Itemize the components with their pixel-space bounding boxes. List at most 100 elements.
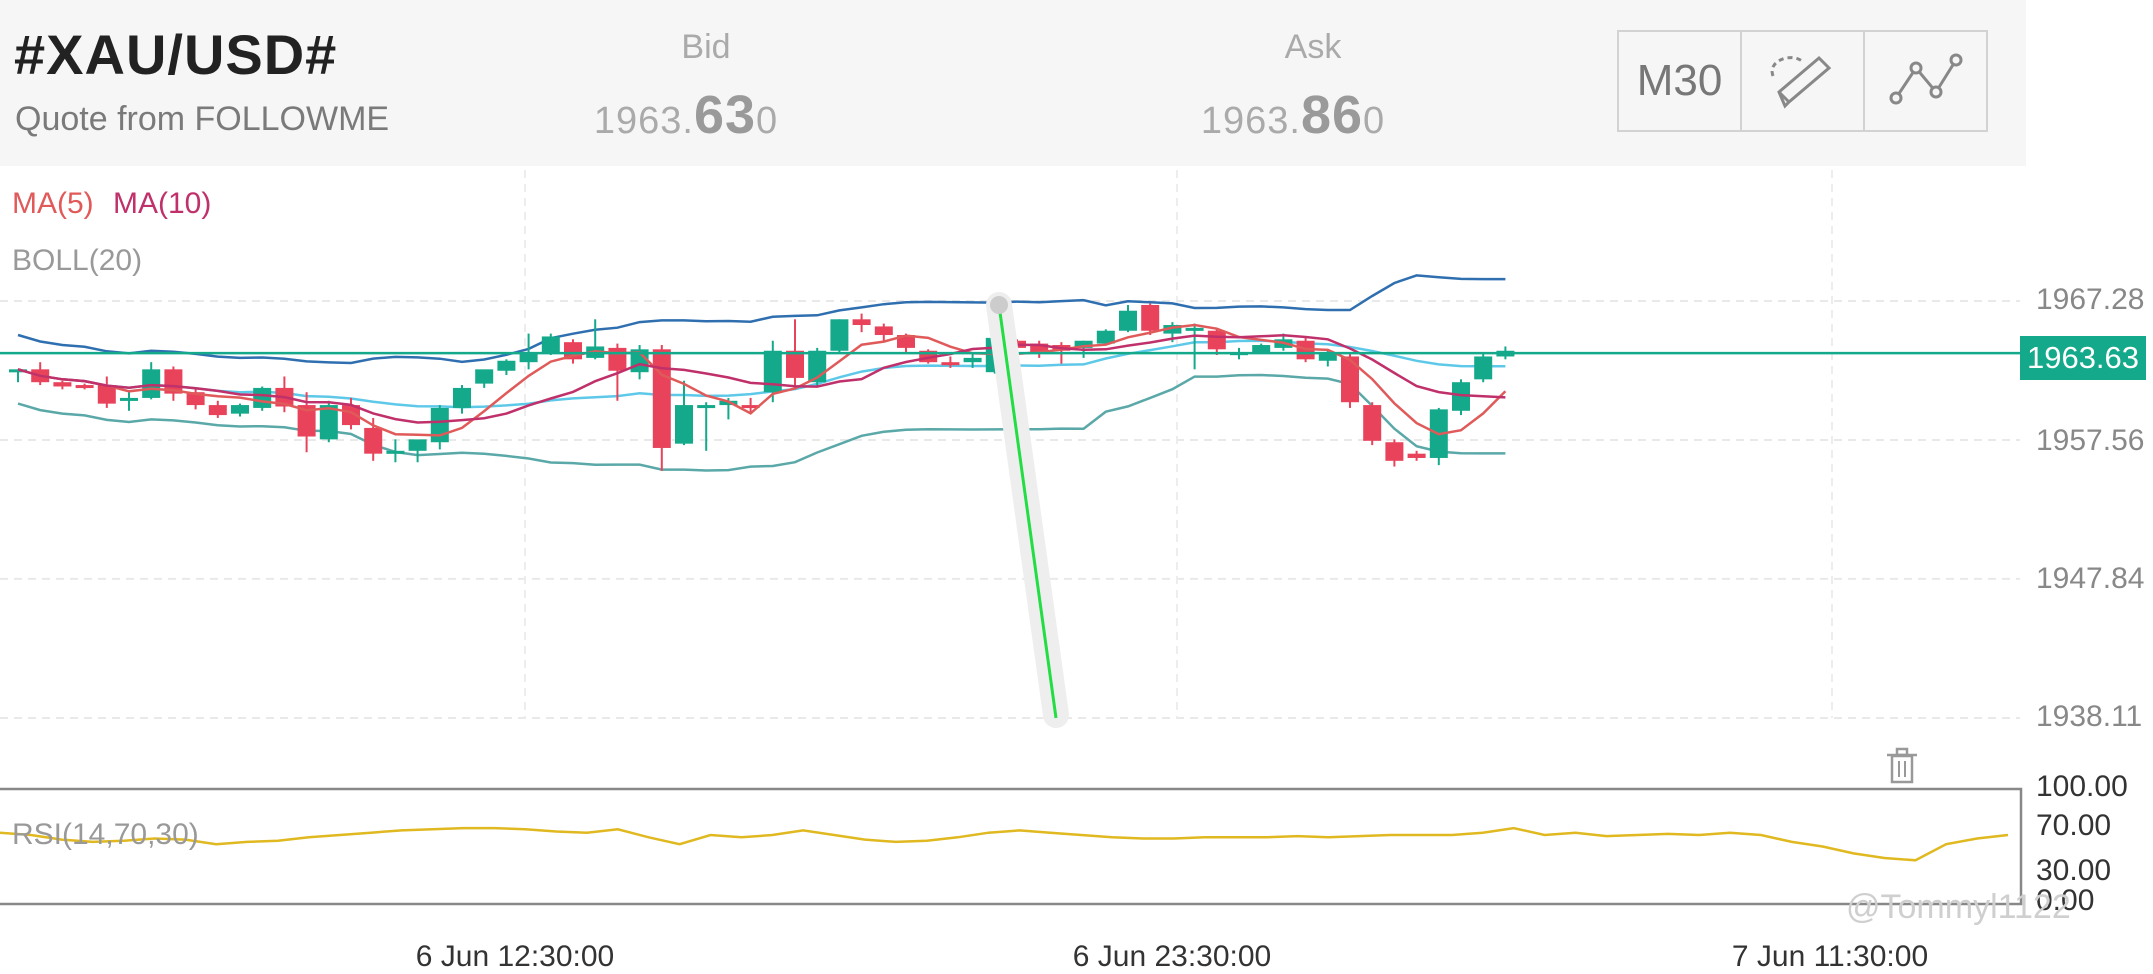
candle-body <box>675 405 693 444</box>
candle-body <box>1318 353 1337 361</box>
candle-body <box>120 397 138 401</box>
candle-body <box>1452 382 1470 411</box>
candle-body <box>319 405 338 440</box>
candle-body <box>408 439 427 451</box>
candle-body <box>1474 356 1493 380</box>
candle-body <box>541 336 560 354</box>
rsi-tick: 100.00 <box>2036 770 2128 803</box>
candle-body <box>1207 330 1226 350</box>
candle-body <box>1341 356 1359 403</box>
ask-price-suffix: 0 <box>1363 100 1386 142</box>
candle-body <box>874 326 893 336</box>
delete-drawing-button[interactable] <box>1884 746 1920 786</box>
candle-body <box>1119 310 1137 331</box>
ma10-line <box>17 333 1506 424</box>
ma5-line <box>17 323 1507 437</box>
quote-source: Quote from FOLLOWME <box>15 100 390 138</box>
bid-price-prefix: 1963. <box>593 100 694 142</box>
trendline-tool-button[interactable] <box>1865 32 1986 130</box>
candle-body <box>208 405 227 416</box>
moving-averages <box>17 323 1507 437</box>
candle-body <box>9 369 27 373</box>
bid-price: 1963.630 <box>526 84 846 146</box>
bid-label: Bid <box>681 28 731 66</box>
trendline <box>997 304 1058 719</box>
candle-body <box>919 350 938 363</box>
candle-body <box>253 387 272 408</box>
candle-body <box>1407 453 1426 458</box>
bid-price-suffix: 0 <box>756 100 779 142</box>
candle-body <box>741 405 760 409</box>
candle-body <box>519 353 538 363</box>
pen-icon <box>1770 55 1831 109</box>
candle-body <box>75 385 94 389</box>
rsi-frame <box>0 787 2023 906</box>
candle-body <box>941 362 960 366</box>
candle-body <box>1163 325 1182 334</box>
candle-body <box>342 405 360 426</box>
bollinger-bands <box>17 274 1506 472</box>
candle-body <box>786 350 804 378</box>
candle-body <box>1363 405 1382 441</box>
candle-body <box>652 349 671 448</box>
ask-price-pips: 86 <box>1300 85 1364 145</box>
quote-header: #XAU/USD# Quote from FOLLOWME Bid 1963.6… <box>0 0 2026 166</box>
chart-toolbar: M30 <box>1617 30 1988 132</box>
candle-body <box>763 350 782 393</box>
watermark: @Tommyl1122 <box>1846 888 2071 926</box>
candle-body <box>897 335 915 348</box>
candle-body <box>1141 305 1160 331</box>
candle-body <box>142 369 161 398</box>
legend-ma5: MA(5) <box>12 187 94 220</box>
candle-body <box>1096 330 1115 344</box>
legend-rsi: RSI(14,70,30) <box>12 818 199 851</box>
candle-body <box>430 407 449 443</box>
candlesticks <box>9 303 1515 471</box>
price-tick: 1957.56 <box>2036 424 2145 457</box>
rsi-tick: 70.00 <box>2036 809 2112 842</box>
rsi-line <box>0 826 2009 862</box>
candle-body <box>1252 345 1271 353</box>
candle-body <box>1030 343 1049 354</box>
ask-price: 1963.860 <box>1133 84 1453 146</box>
candle-body <box>1185 327 1204 331</box>
rsi-panel <box>0 787 2023 906</box>
ask-price-prefix: 1963. <box>1200 100 1301 142</box>
candle-body <box>97 385 116 404</box>
boll-upper-line <box>17 274 1506 365</box>
candle-body <box>475 369 494 384</box>
last-price-tag: 1963.63 <box>2020 336 2146 380</box>
time-label: 6 Jun 12:30:00 <box>415 940 615 973</box>
candle-body <box>497 360 516 371</box>
rsi-tick: 0.00 <box>2036 884 2095 917</box>
bid-price-pips: 63 <box>693 85 757 145</box>
trendline-handle <box>990 296 1008 314</box>
price-tick: 1938.11 <box>2036 700 2143 733</box>
legend-boll: BOLL(20) <box>12 244 143 277</box>
candle-body <box>963 357 982 363</box>
ask-label: Ask <box>1284 28 1342 66</box>
candle-body <box>697 405 716 409</box>
chart-grid <box>0 170 2020 719</box>
legend-ma10: MA(10) <box>113 187 212 220</box>
draw-pen-button[interactable] <box>1742 32 1865 130</box>
candle-body <box>608 347 627 371</box>
candle-body <box>453 387 471 408</box>
candle-body <box>386 450 405 454</box>
price-tick: 1947.84 <box>2036 562 2145 595</box>
candle-body <box>231 405 249 414</box>
price-tick: 1967.28 <box>2036 283 2145 316</box>
time-label: 7 Jun 11:30:00 <box>1731 940 1929 973</box>
candle-body <box>830 319 849 351</box>
timeframe-button[interactable]: M30 <box>1619 32 1742 130</box>
candle-body <box>1385 442 1404 461</box>
candle-body <box>364 427 383 454</box>
candle-body <box>1074 340 1093 348</box>
candle-body <box>53 382 72 387</box>
boll-lower-line <box>17 373 1506 472</box>
rsi-tick: 30.00 <box>2036 854 2112 887</box>
symbol-title: #XAU/USD# <box>14 23 338 86</box>
candle-body <box>297 405 316 437</box>
trendline-icon <box>1889 53 1962 105</box>
